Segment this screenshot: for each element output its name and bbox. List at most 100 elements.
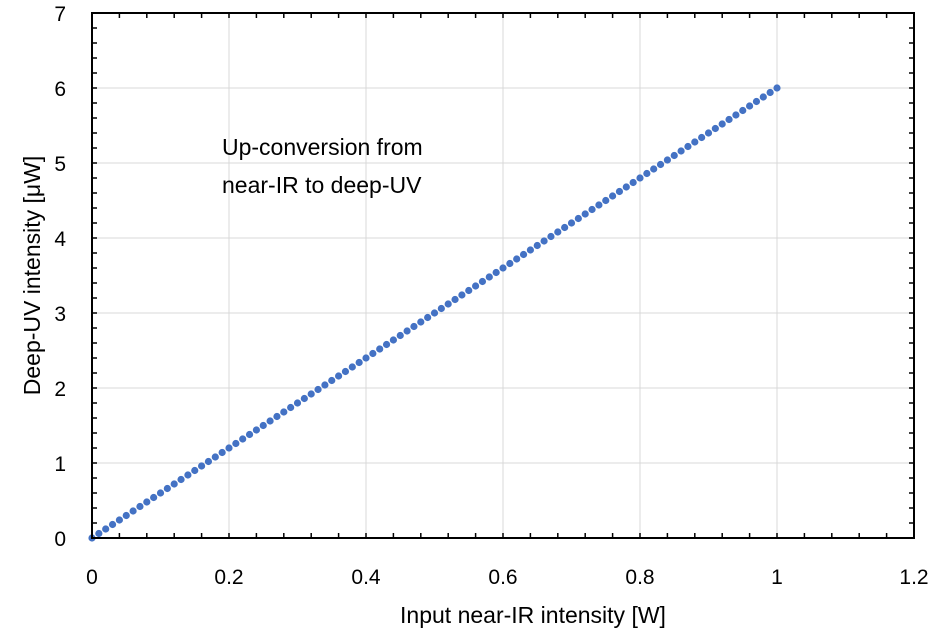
data-point bbox=[355, 358, 363, 367]
data-point bbox=[739, 106, 747, 115]
data-point bbox=[335, 372, 343, 380]
data-point bbox=[150, 493, 158, 502]
y-axis-tick-labels: 0 1 2 3 4 5 6 7 bbox=[54, 3, 66, 551]
data-point bbox=[115, 516, 123, 524]
x-tick-label: 0 bbox=[86, 566, 98, 589]
data-point bbox=[102, 525, 110, 533]
data-point bbox=[218, 448, 226, 457]
data-point bbox=[506, 259, 514, 268]
y-tick-label: 5 bbox=[54, 153, 66, 176]
data-point bbox=[451, 295, 459, 304]
data-point bbox=[136, 502, 144, 511]
plot-area-frame bbox=[91, 12, 915, 539]
data-point bbox=[595, 201, 603, 209]
data-point bbox=[122, 511, 130, 520]
data-point bbox=[417, 318, 425, 326]
data-point bbox=[156, 489, 165, 497]
data-point bbox=[198, 462, 206, 470]
data-point bbox=[369, 349, 377, 358]
data-point bbox=[622, 183, 630, 191]
data-point bbox=[650, 165, 658, 173]
data-point bbox=[725, 115, 733, 124]
x-tick-label: 0.8 bbox=[625, 566, 654, 589]
data-point bbox=[239, 435, 247, 443]
data-point bbox=[225, 444, 233, 452]
data-point bbox=[513, 255, 521, 263]
y-tick-label: 2 bbox=[54, 378, 66, 401]
data-point bbox=[759, 93, 767, 101]
x-tick-label: 1 bbox=[771, 566, 783, 589]
data-point bbox=[341, 367, 350, 376]
data-point bbox=[129, 507, 137, 515]
data-point bbox=[259, 421, 267, 430]
data-point bbox=[328, 376, 336, 385]
x-tick-label: 0.6 bbox=[488, 566, 517, 589]
data-point bbox=[280, 408, 288, 416]
annotation-line-1: Up-conversion from bbox=[222, 134, 423, 160]
data-point bbox=[602, 196, 610, 205]
y-axis-title: Deep-UV intensity [μW] bbox=[19, 156, 45, 396]
data-point bbox=[389, 336, 397, 344]
data-point bbox=[396, 331, 404, 340]
data-point bbox=[547, 232, 555, 241]
data-point bbox=[609, 192, 617, 200]
x-axis-title: Input near-IR intensity [W] bbox=[400, 602, 666, 628]
data-point bbox=[718, 120, 726, 128]
data-point bbox=[293, 399, 302, 407]
data-point bbox=[472, 282, 480, 290]
y-tick-label: 0 bbox=[54, 528, 66, 551]
data-point bbox=[773, 84, 781, 92]
data-point bbox=[615, 187, 624, 196]
data-point bbox=[691, 138, 699, 146]
data-point bbox=[766, 88, 774, 97]
data-point bbox=[478, 277, 487, 286]
data-point bbox=[143, 498, 151, 506]
data-point bbox=[403, 327, 411, 335]
data-point bbox=[410, 322, 418, 331]
data-point bbox=[698, 133, 706, 142]
data-point bbox=[492, 268, 500, 277]
data-point bbox=[684, 142, 692, 151]
data-point bbox=[465, 286, 473, 295]
y-tick-label: 4 bbox=[54, 228, 66, 251]
data-point bbox=[567, 219, 576, 227]
data-point bbox=[170, 480, 178, 488]
data-point bbox=[581, 210, 589, 218]
data-point bbox=[163, 484, 171, 493]
data-point bbox=[643, 169, 651, 178]
data-point bbox=[307, 390, 315, 398]
data-point bbox=[177, 475, 185, 484]
data-point bbox=[300, 394, 308, 403]
y-tick-label: 6 bbox=[54, 78, 66, 101]
data-point bbox=[362, 354, 370, 362]
data-point bbox=[191, 466, 199, 475]
data-point bbox=[704, 129, 713, 137]
data-point bbox=[287, 403, 295, 412]
data-point bbox=[663, 156, 672, 164]
data-point bbox=[382, 340, 391, 349]
data-point bbox=[266, 417, 274, 425]
x-tick-label: 0.4 bbox=[351, 566, 381, 589]
data-point bbox=[670, 151, 678, 160]
data-point bbox=[519, 250, 528, 259]
data-point bbox=[656, 160, 665, 169]
data-point bbox=[232, 439, 240, 448]
data-point bbox=[629, 178, 637, 187]
x-tick-label: 1.2 bbox=[899, 566, 928, 589]
data-point bbox=[732, 111, 740, 119]
data-point bbox=[588, 205, 596, 214]
data-point bbox=[752, 97, 761, 106]
data-point bbox=[348, 363, 356, 371]
data-point bbox=[526, 246, 535, 254]
data-point bbox=[108, 520, 117, 529]
data-point bbox=[561, 223, 569, 232]
data-point bbox=[430, 309, 439, 317]
data-point bbox=[574, 214, 582, 223]
data-point bbox=[746, 102, 754, 110]
data-point bbox=[204, 457, 213, 466]
data-series bbox=[88, 84, 781, 542]
x-tick-label: 0.2 bbox=[214, 566, 243, 589]
data-point bbox=[314, 385, 322, 394]
data-point bbox=[376, 345, 384, 353]
